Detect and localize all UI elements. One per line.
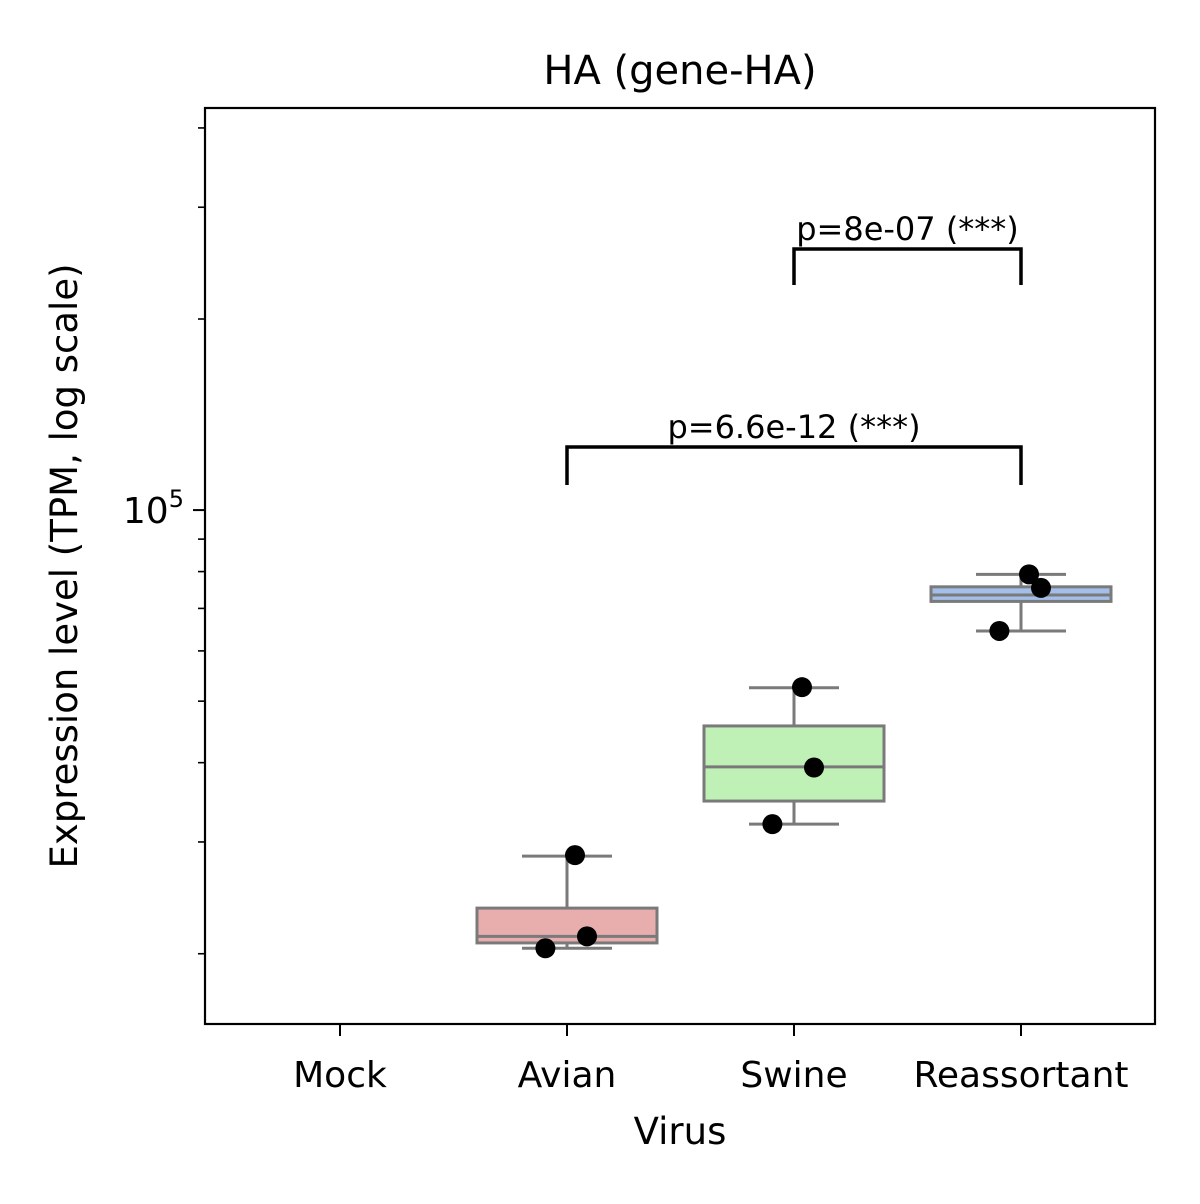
plot-area: p=6.6e-12 (***) p=8e-07 (***): [475, 210, 1113, 959]
x-tick-label: Reassortant: [913, 1055, 1128, 1096]
data-point-avian: [565, 845, 585, 866]
x-tick-label: Avian: [518, 1055, 617, 1096]
x-axis-label: Virus: [634, 1110, 727, 1153]
data-point-swine: [762, 814, 783, 835]
data-point-reassortant: [1019, 564, 1039, 585]
axes: Mock Avian Swine Reassortant 105: [123, 127, 1129, 1096]
y-axis-label: Expression level (TPM, log scale): [43, 263, 86, 868]
significance-bracket: [565, 445, 1023, 485]
significance-label: p=8e-07 (***): [796, 210, 1019, 248]
chart-title: HA (gene-HA): [543, 48, 816, 94]
data-point-swine: [804, 757, 824, 778]
significance-label: p=6.6e-12 (***): [667, 408, 920, 446]
data-point-avian: [535, 938, 556, 959]
data-point-reassortant: [1031, 577, 1051, 598]
box-swine: [702, 724, 886, 803]
data-point-reassortant: [989, 620, 1010, 641]
x-tick-label: Mock: [293, 1055, 387, 1096]
plot-frame: [203, 106, 1157, 1026]
x-tick-label: Swine: [740, 1055, 847, 1096]
significance-bracket: [792, 247, 1023, 285]
data-point-avian: [577, 926, 597, 947]
y-tick-label: 105: [123, 485, 184, 532]
data-point-swine: [792, 677, 812, 698]
